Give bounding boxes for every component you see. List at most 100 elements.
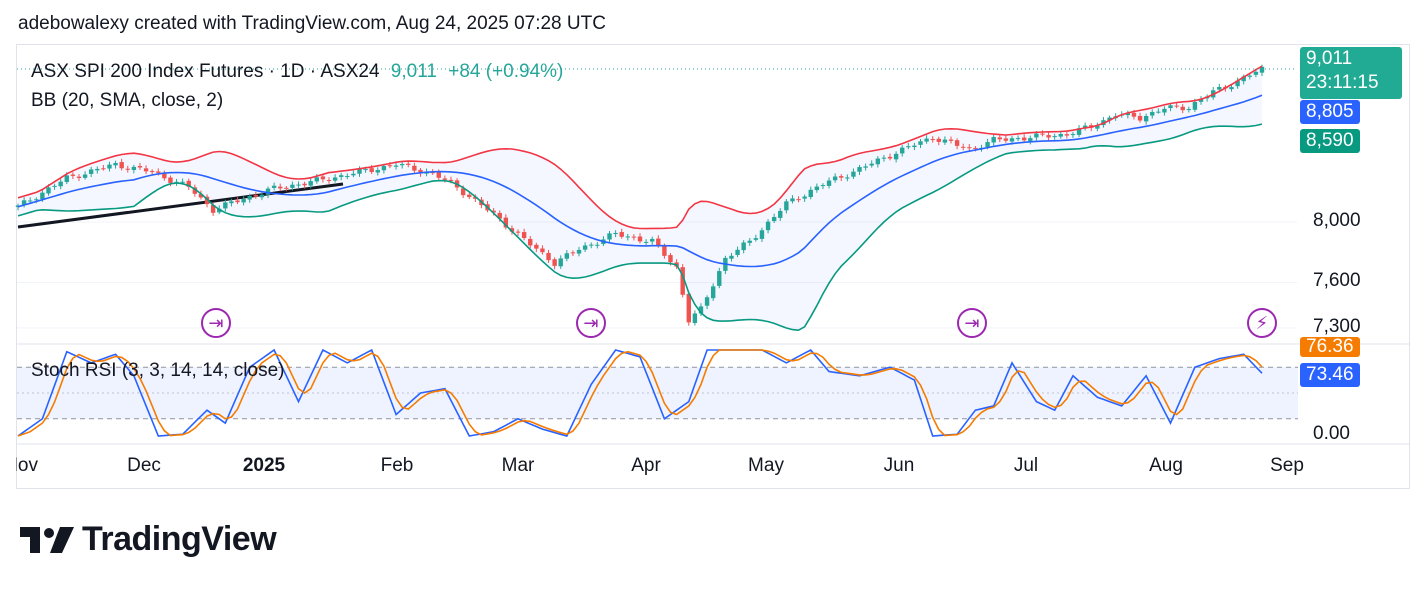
bollinger-band-lines bbox=[17, 65, 1297, 332]
dividend-event-icon[interactable]: ⇥ bbox=[201, 308, 231, 338]
candle-body bbox=[302, 183, 307, 186]
candle-body bbox=[1028, 138, 1033, 142]
candle-body bbox=[363, 169, 368, 171]
stoch-rsi-k-line bbox=[17, 348, 1263, 437]
candle-body bbox=[143, 168, 149, 172]
candle-body bbox=[729, 255, 734, 259]
candle-body bbox=[528, 238, 533, 246]
candle-body bbox=[595, 244, 600, 246]
candle-body bbox=[869, 163, 874, 166]
candle-body bbox=[906, 146, 911, 148]
candle-body bbox=[558, 258, 563, 267]
candle-body bbox=[643, 241, 649, 243]
stoch-rsi-pane bbox=[17, 343, 1410, 445]
candle-body bbox=[156, 171, 161, 173]
candle-body bbox=[131, 166, 137, 171]
candle-body bbox=[88, 169, 94, 174]
bb-lower-badge: 8,590 bbox=[1300, 129, 1360, 153]
candle-body bbox=[162, 173, 167, 179]
candle-body bbox=[1040, 133, 1045, 135]
legend-change: +84 (+0.94%) bbox=[448, 61, 564, 82]
candle-body bbox=[784, 201, 789, 211]
candle-body bbox=[973, 147, 978, 149]
candle-body bbox=[900, 147, 905, 154]
bb-lower-line bbox=[17, 123, 1263, 332]
stoch-rsi-legend[interactable]: Stoch RSI (3, 3, 14, 14, close) bbox=[31, 360, 285, 381]
candle-body bbox=[229, 201, 234, 204]
candle-body bbox=[589, 244, 594, 246]
candle-body bbox=[1064, 134, 1070, 136]
candle-body bbox=[503, 217, 509, 228]
time-axis-tick-label: 2025 bbox=[242, 455, 286, 476]
candle-body bbox=[839, 176, 844, 178]
candle-body bbox=[649, 238, 655, 242]
symbol-legend[interactable]: ASX SPI 200 Index Futures · 1D · ASX24 9… bbox=[31, 61, 563, 83]
candle-body bbox=[284, 187, 289, 189]
candle-body bbox=[1259, 66, 1265, 73]
time-axis-tick-label: Sep bbox=[1270, 455, 1304, 476]
candle-body bbox=[942, 139, 948, 143]
candle-body bbox=[1168, 105, 1173, 109]
candle-body bbox=[1229, 87, 1234, 90]
dividend-event-icon[interactable]: ⇥ bbox=[957, 308, 987, 338]
candle-body bbox=[875, 158, 881, 165]
candle-body bbox=[912, 145, 917, 148]
candle-body bbox=[997, 137, 1002, 140]
bb-upper-line bbox=[17, 65, 1263, 230]
candle-body bbox=[948, 139, 954, 141]
time-axis-tick-label: Apr bbox=[631, 455, 661, 476]
stoch-rsi-d-badge: 76.36 bbox=[1300, 337, 1360, 357]
candle-body bbox=[1247, 75, 1253, 77]
candle-body bbox=[1162, 108, 1167, 113]
candle-body bbox=[271, 185, 277, 188]
candle-body bbox=[686, 293, 691, 323]
candle-body bbox=[808, 189, 813, 198]
bb-middle-badge: 8,805 bbox=[1300, 100, 1360, 124]
bb-legend[interactable]: BB (20, SMA, close, 2) bbox=[31, 90, 224, 111]
tradingview-logo-icon bbox=[20, 526, 74, 553]
candle-body bbox=[753, 238, 759, 240]
candle-body bbox=[735, 249, 740, 255]
trendline bbox=[17, 182, 344, 229]
candle-body bbox=[21, 200, 27, 205]
candle-body bbox=[1131, 112, 1137, 117]
candle-body bbox=[1082, 125, 1088, 128]
candle-body bbox=[991, 137, 996, 143]
candle-body bbox=[582, 245, 588, 250]
chart-frame[interactable] bbox=[16, 44, 1410, 489]
candle-body bbox=[704, 297, 710, 306]
candle-body bbox=[1253, 71, 1259, 75]
candle-body bbox=[241, 199, 246, 203]
candle-body bbox=[137, 166, 143, 168]
candle-body bbox=[710, 286, 716, 299]
dividend-event-icon[interactable]: ⇥ bbox=[576, 308, 606, 338]
candle-body bbox=[406, 163, 411, 165]
time-axis-tick-label: Jul bbox=[1013, 455, 1039, 476]
time-axis-tick-label: Feb bbox=[380, 455, 414, 476]
candle-body bbox=[338, 175, 344, 177]
candle-body bbox=[192, 187, 198, 194]
candle-body bbox=[296, 184, 301, 186]
candle-body bbox=[168, 177, 173, 183]
candle-body bbox=[436, 171, 441, 178]
candle-body bbox=[497, 212, 502, 219]
candle-body bbox=[491, 210, 496, 213]
candle-body bbox=[46, 187, 51, 194]
candle-body bbox=[534, 244, 539, 249]
earnings-event-icon[interactable]: ⚡ bbox=[1247, 308, 1277, 338]
candle-body bbox=[332, 177, 338, 181]
candle-body bbox=[509, 228, 515, 232]
candle-body bbox=[430, 172, 435, 174]
candle-body bbox=[198, 193, 204, 198]
candle-body bbox=[1021, 137, 1027, 141]
candle-body bbox=[1174, 105, 1179, 107]
candle-body bbox=[698, 306, 704, 314]
candle-body bbox=[308, 181, 313, 186]
candle-body bbox=[52, 185, 57, 187]
candle-body bbox=[107, 164, 112, 169]
time-axis-tick-label: Nov bbox=[16, 455, 38, 476]
time-axis-tick-label: Aug bbox=[1149, 455, 1183, 476]
candle-body bbox=[759, 230, 765, 239]
candle-body bbox=[820, 185, 826, 187]
